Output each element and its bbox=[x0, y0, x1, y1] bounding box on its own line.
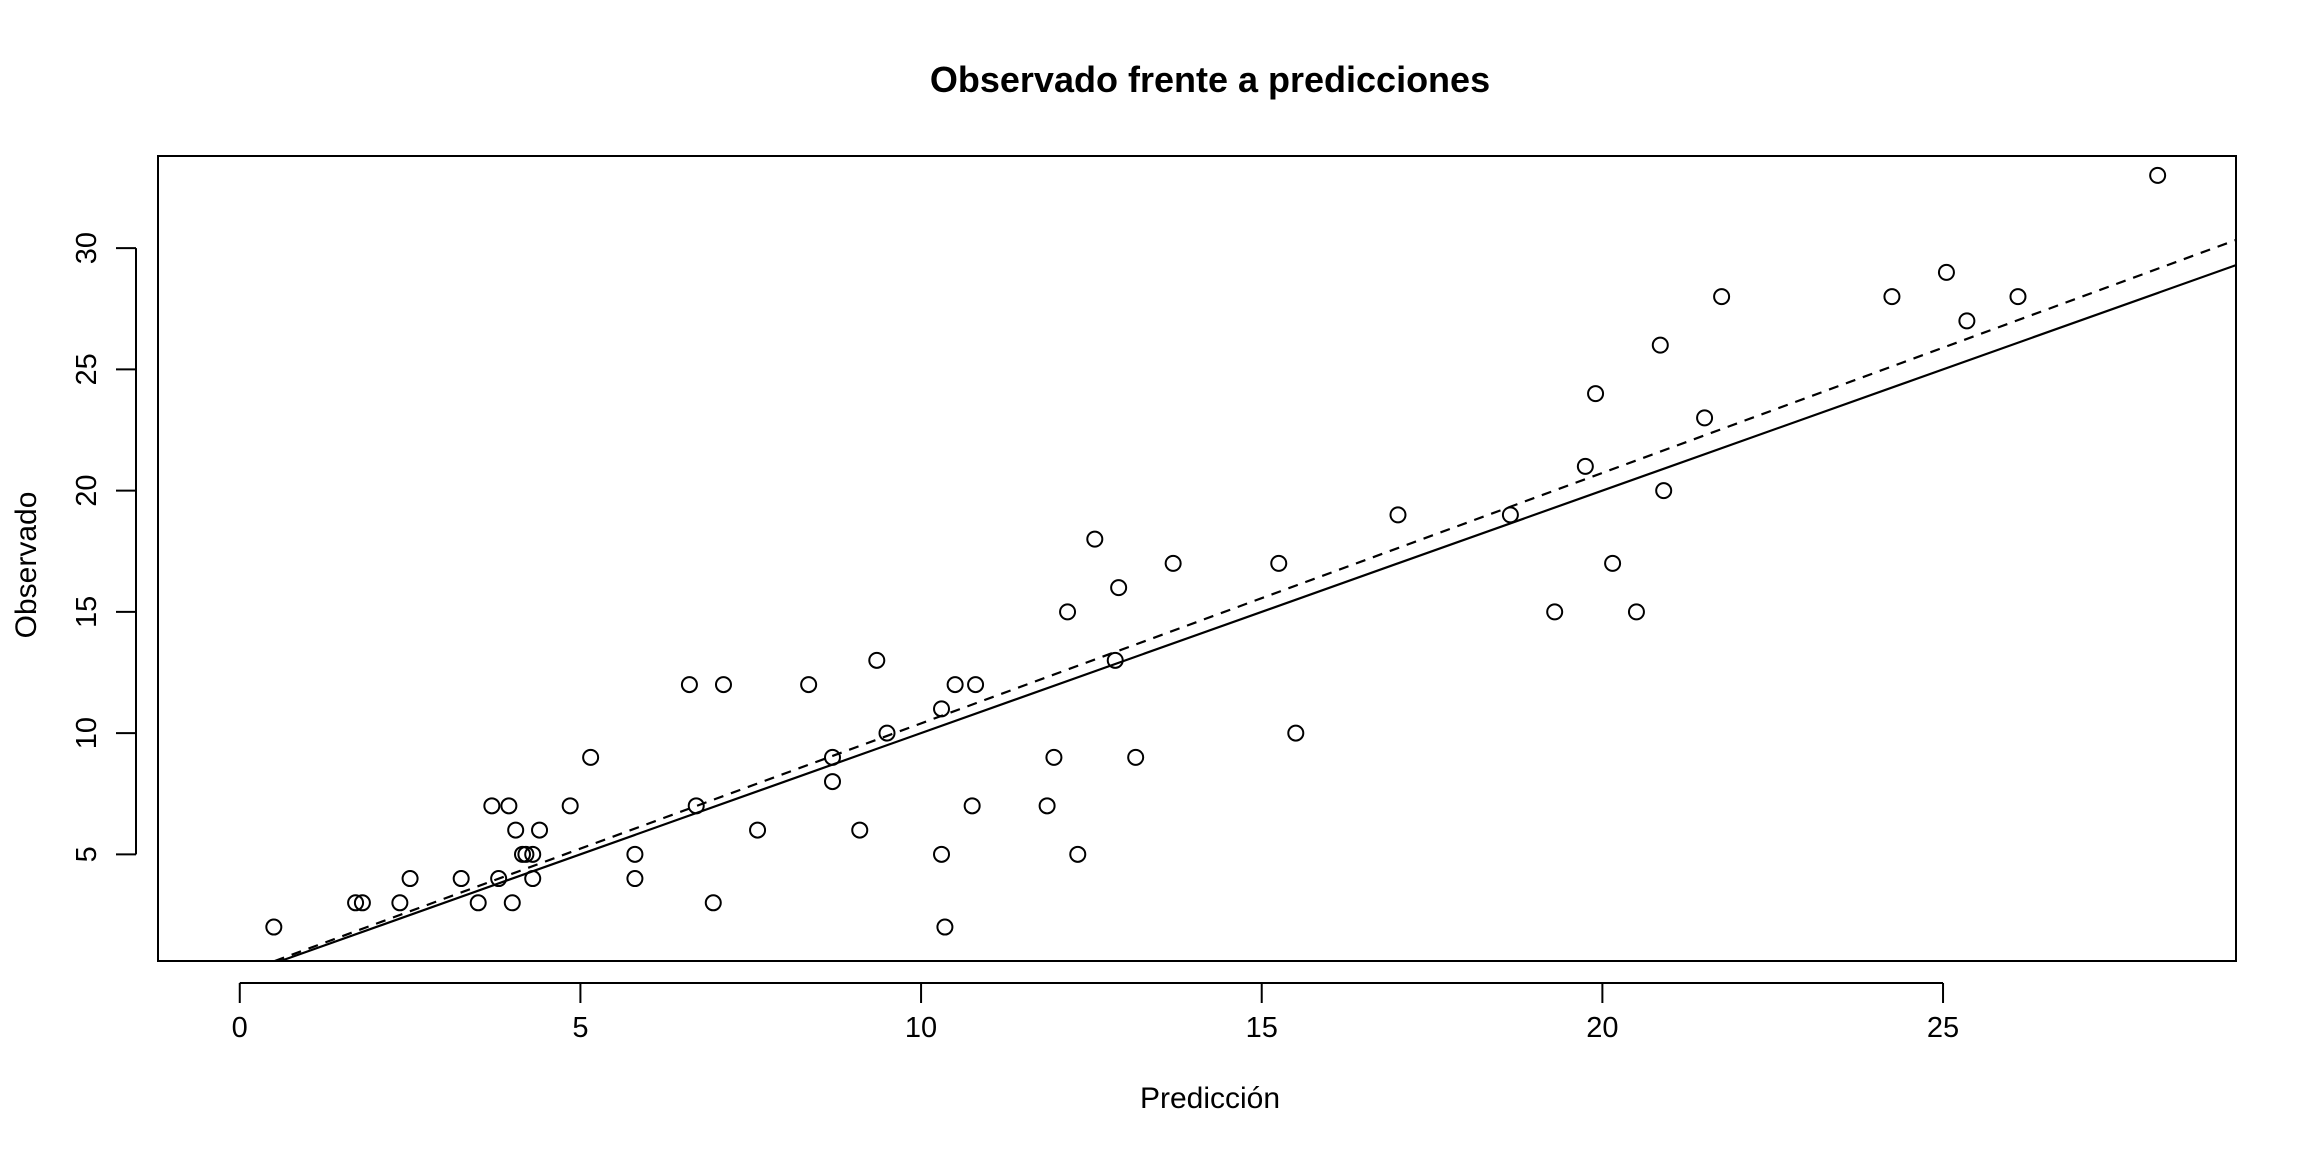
data-point bbox=[933, 700, 951, 718]
data-point bbox=[1958, 312, 1976, 330]
data-point bbox=[1576, 457, 1594, 475]
data-point bbox=[1086, 530, 1104, 548]
y-tick-label: 30 bbox=[71, 232, 103, 264]
data-point bbox=[823, 773, 841, 791]
data-point bbox=[1937, 263, 1955, 281]
data-point bbox=[561, 797, 579, 815]
data-point bbox=[1270, 554, 1288, 572]
data-point bbox=[524, 845, 542, 863]
data-point bbox=[1501, 506, 1519, 524]
chart-title: Observado frente a predicciones bbox=[930, 59, 1490, 100]
x-tick-label: 20 bbox=[1586, 1012, 1618, 1044]
data-point bbox=[2149, 166, 2167, 184]
y-tick-label: 15 bbox=[71, 596, 103, 628]
data-point bbox=[1287, 724, 1305, 742]
data-point bbox=[503, 894, 521, 912]
data-point bbox=[1627, 603, 1645, 621]
data-point bbox=[967, 676, 985, 694]
data-point bbox=[851, 821, 869, 839]
data-point bbox=[265, 918, 283, 936]
x-tick-label: 15 bbox=[1246, 1012, 1278, 1044]
y-tick-label: 25 bbox=[71, 353, 103, 385]
y-axis-label: Observado bbox=[10, 492, 43, 639]
data-points bbox=[265, 166, 2167, 936]
x-tick-label: 0 bbox=[232, 1012, 248, 1044]
data-point bbox=[582, 748, 600, 766]
dashed-fit-line bbox=[274, 238, 2237, 963]
data-point bbox=[1164, 554, 1182, 572]
data-point bbox=[946, 676, 964, 694]
data-point bbox=[531, 821, 549, 839]
data-point bbox=[1389, 506, 1407, 524]
data-point bbox=[936, 918, 954, 936]
x-tick-label: 25 bbox=[1927, 1012, 1959, 1044]
data-point bbox=[490, 870, 508, 888]
data-point bbox=[626, 870, 644, 888]
data-point bbox=[868, 651, 886, 669]
x-axis: 0 5 10 15 20 25 bbox=[232, 982, 1959, 1044]
data-point bbox=[517, 845, 535, 863]
data-point bbox=[507, 821, 525, 839]
data-point bbox=[1587, 385, 1605, 403]
x-axis-label: Predicción bbox=[1140, 1082, 1280, 1115]
data-point bbox=[1069, 845, 1087, 863]
data-point bbox=[800, 676, 818, 694]
data-point bbox=[391, 894, 409, 912]
data-point bbox=[1546, 603, 1564, 621]
data-point bbox=[933, 845, 951, 863]
data-point bbox=[469, 894, 487, 912]
data-point bbox=[878, 724, 896, 742]
data-point bbox=[1110, 579, 1128, 597]
data-point bbox=[687, 797, 705, 815]
data-point bbox=[963, 797, 981, 815]
y-tick-label: 5 bbox=[71, 846, 103, 862]
data-point bbox=[452, 870, 470, 888]
y-axis: 5 10 15 20 25 30 bbox=[71, 232, 137, 862]
x-tick-label: 5 bbox=[572, 1012, 588, 1044]
y-tick-label: 10 bbox=[71, 717, 103, 749]
data-point bbox=[1604, 554, 1622, 572]
data-point bbox=[1059, 603, 1077, 621]
data-point bbox=[626, 845, 644, 863]
solid-fit-line bbox=[280, 264, 2237, 963]
data-point bbox=[483, 797, 501, 815]
data-point bbox=[1038, 797, 1056, 815]
fit-lines bbox=[274, 238, 2237, 963]
x-tick-label: 10 bbox=[905, 1012, 937, 1044]
data-point bbox=[704, 894, 722, 912]
data-point bbox=[500, 797, 518, 815]
data-point bbox=[749, 821, 767, 839]
data-point bbox=[2009, 288, 2027, 306]
data-point bbox=[1045, 748, 1063, 766]
data-point bbox=[1696, 409, 1714, 427]
data-point bbox=[1713, 288, 1731, 306]
data-point bbox=[680, 676, 698, 694]
data-point bbox=[1106, 651, 1124, 669]
data-point bbox=[823, 748, 841, 766]
data-point bbox=[401, 870, 419, 888]
data-point bbox=[347, 894, 365, 912]
data-point bbox=[1127, 748, 1145, 766]
y-tick-label: 20 bbox=[71, 474, 103, 506]
plot-frame bbox=[157, 155, 2237, 962]
data-point bbox=[1883, 288, 1901, 306]
data-point bbox=[524, 870, 542, 888]
data-point bbox=[1655, 482, 1673, 500]
data-point bbox=[353, 894, 371, 912]
data-point bbox=[1651, 336, 1669, 354]
data-point bbox=[714, 676, 732, 694]
